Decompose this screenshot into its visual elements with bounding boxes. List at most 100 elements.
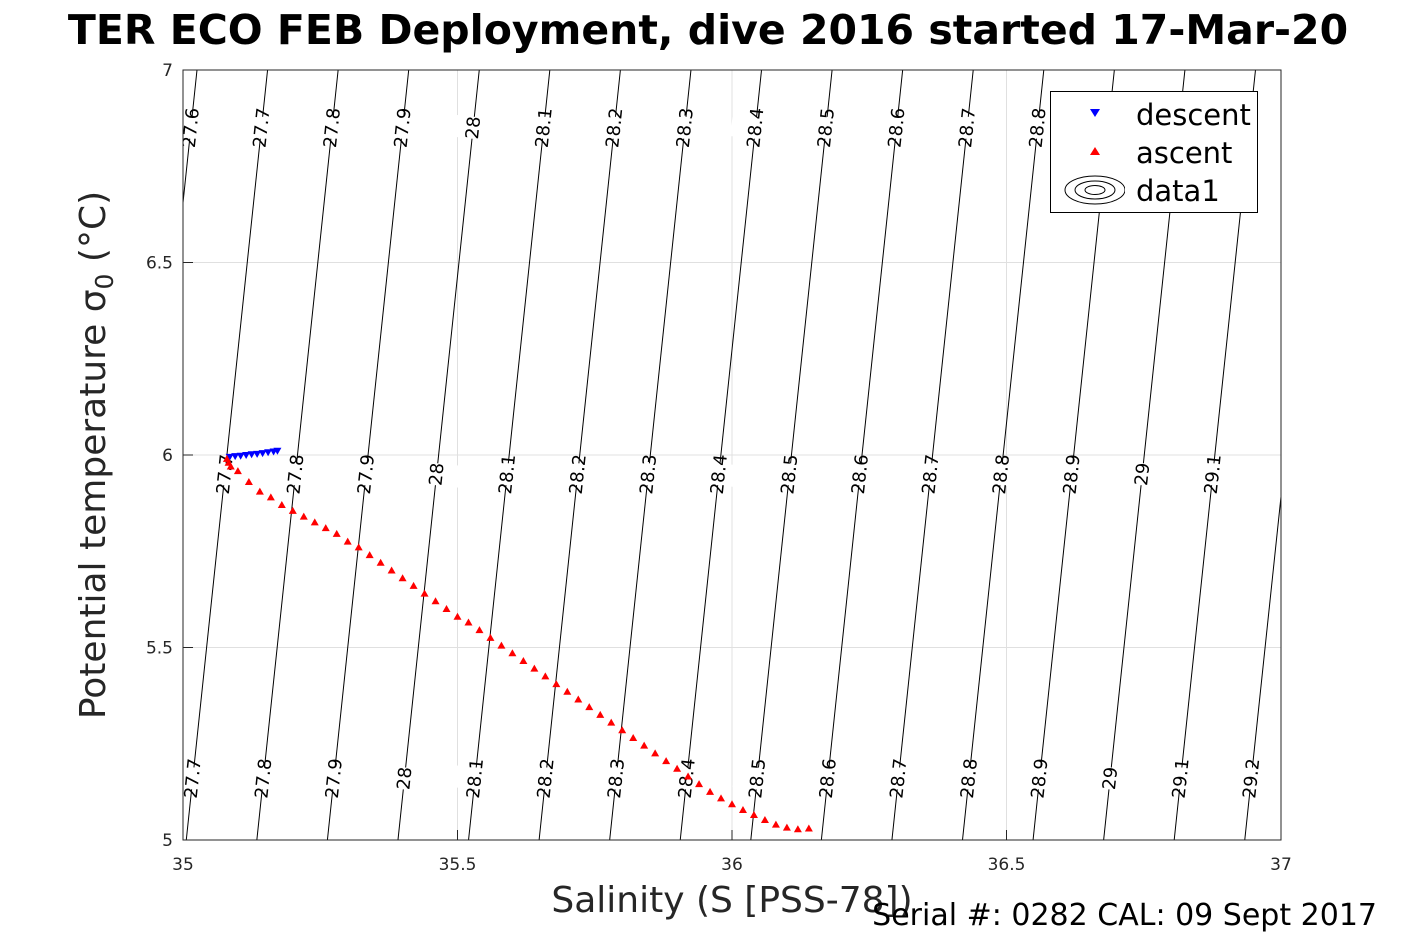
y-tick-label: 5 [162, 831, 173, 851]
ascent-point [255, 487, 264, 495]
isopycnal-line [256, 70, 339, 840]
descent-point [264, 449, 273, 457]
descent-point [236, 452, 245, 460]
ascent-point [728, 800, 736, 808]
ascent-point [266, 493, 275, 501]
y-axis-label-text: Potential temperature σ [72, 289, 114, 720]
contour-label-bg [1117, 460, 1168, 488]
isopycnal-line [1244, 491, 1281, 840]
contour-label: 29.1 [1169, 757, 1194, 799]
contour-label-bg [942, 114, 993, 142]
contour-label: 28.1 [495, 453, 520, 495]
ascent-point [475, 626, 484, 634]
x-tick-label: 37 [1270, 855, 1292, 875]
ascent-point [804, 824, 813, 832]
legend-item-descent: descent [1059, 96, 1254, 132]
ascent-point [607, 718, 616, 726]
triangle-down-icon [1090, 109, 1100, 117]
chart-title: TER ECO FEB Deployment, dive 2016 starte… [67, 6, 1349, 54]
contour-label: 27.7 [181, 757, 206, 799]
y-tick-label: 6.5 [146, 254, 173, 274]
contour-label-bg [236, 114, 287, 142]
grid-lines [183, 70, 1281, 840]
contour-label-bg [448, 114, 499, 142]
contour-label-bg [1085, 764, 1136, 792]
contour-label: 27.9 [354, 453, 379, 495]
ascent-point [530, 664, 539, 672]
descent-point [231, 453, 240, 461]
contour-label: 28.8 [1026, 107, 1051, 149]
contour-label: 29 [1099, 766, 1122, 791]
ascent-point [585, 703, 594, 711]
ascent-point [226, 462, 235, 470]
contour-label-bg [905, 460, 956, 488]
contour-label-bg [518, 114, 569, 142]
contour-label-bg [379, 764, 430, 792]
ascent-point [662, 757, 671, 765]
ascent-point [464, 618, 473, 626]
ascent-point [431, 597, 440, 605]
contour-label: 27.7 [249, 107, 274, 149]
contour-label-bg [199, 460, 250, 488]
ascent-point [354, 543, 363, 551]
contour-label: 27.8 [320, 107, 345, 149]
contour-label: 28.9 [1028, 757, 1053, 799]
contour-label: 28 [462, 115, 485, 140]
serial-calibration-note: Serial #: 0282 CAL: 09 Sept 2017 [872, 898, 1377, 933]
ascent-point [618, 726, 627, 734]
x-tick-label: 35 [172, 855, 194, 875]
contour-label-bg [270, 460, 321, 488]
isopycnal-line [538, 70, 621, 840]
contour-label: 28.3 [604, 757, 629, 799]
y-axis-label-subscript: 0 [90, 273, 120, 290]
isopycnal-line [397, 70, 480, 840]
contour-label-bg [1046, 460, 1097, 488]
contour-label-bg [482, 460, 533, 488]
contour-label-bg [238, 764, 289, 792]
contour-label-bg [450, 764, 501, 792]
y-axis-label: Potential temperature σ0 (°C) [73, 191, 119, 719]
contour-label: 28.7 [955, 107, 980, 149]
contour-label-bg [307, 114, 358, 142]
contour-label-bg [377, 114, 428, 142]
ascent-point [749, 810, 758, 818]
legend-label-ascent: ascent [1136, 136, 1233, 170]
ascent-point [771, 820, 780, 828]
ascent-point [706, 787, 715, 795]
contour-label: 28 [393, 766, 416, 791]
ascent-point [563, 687, 572, 695]
descent-point [242, 452, 251, 459]
ascent-point [486, 633, 495, 641]
contour-label-bg [183, 764, 218, 792]
contour-label-bg [1014, 764, 1065, 792]
contour-label-bg [1226, 764, 1277, 792]
contour-label: 27.8 [283, 453, 308, 495]
contour-label: 29 [1131, 462, 1154, 487]
x-tick-label: 36.5 [988, 855, 1026, 875]
contour-label-bg [340, 460, 392, 488]
ascent-point [233, 467, 242, 475]
descent-point [225, 453, 234, 461]
contour-label-bg [520, 764, 571, 792]
contour-label-bg [1155, 764, 1206, 792]
triangle-up-icon [1090, 147, 1100, 155]
x-tick-label: 35.5 [439, 855, 477, 875]
descent-point [258, 450, 267, 458]
y-axis-label-unit: (°C) [72, 190, 114, 263]
contour-label: 27.8 [251, 757, 276, 799]
descent-point [273, 447, 282, 455]
contour-labels: 27.6 27.7 27.8 27.9 28 28.1 28.2 28.3 28.4 28.5 28… [181, 107, 1277, 799]
ascent-point [760, 815, 769, 823]
ascent-point [288, 506, 297, 514]
y-tick-label: 5.5 [146, 639, 173, 659]
y-tick-label: 7 [162, 61, 173, 81]
contour-label: 28.8 [989, 453, 1014, 495]
descent-point [253, 450, 262, 458]
isopycnal-line [750, 70, 833, 840]
contour-label-bg [943, 764, 995, 792]
descent-point [247, 451, 256, 459]
ascent-point [596, 710, 605, 718]
ascent-point [277, 501, 286, 509]
contour-label: 28.1 [532, 107, 557, 149]
contour-label: 28.6 [816, 757, 841, 799]
